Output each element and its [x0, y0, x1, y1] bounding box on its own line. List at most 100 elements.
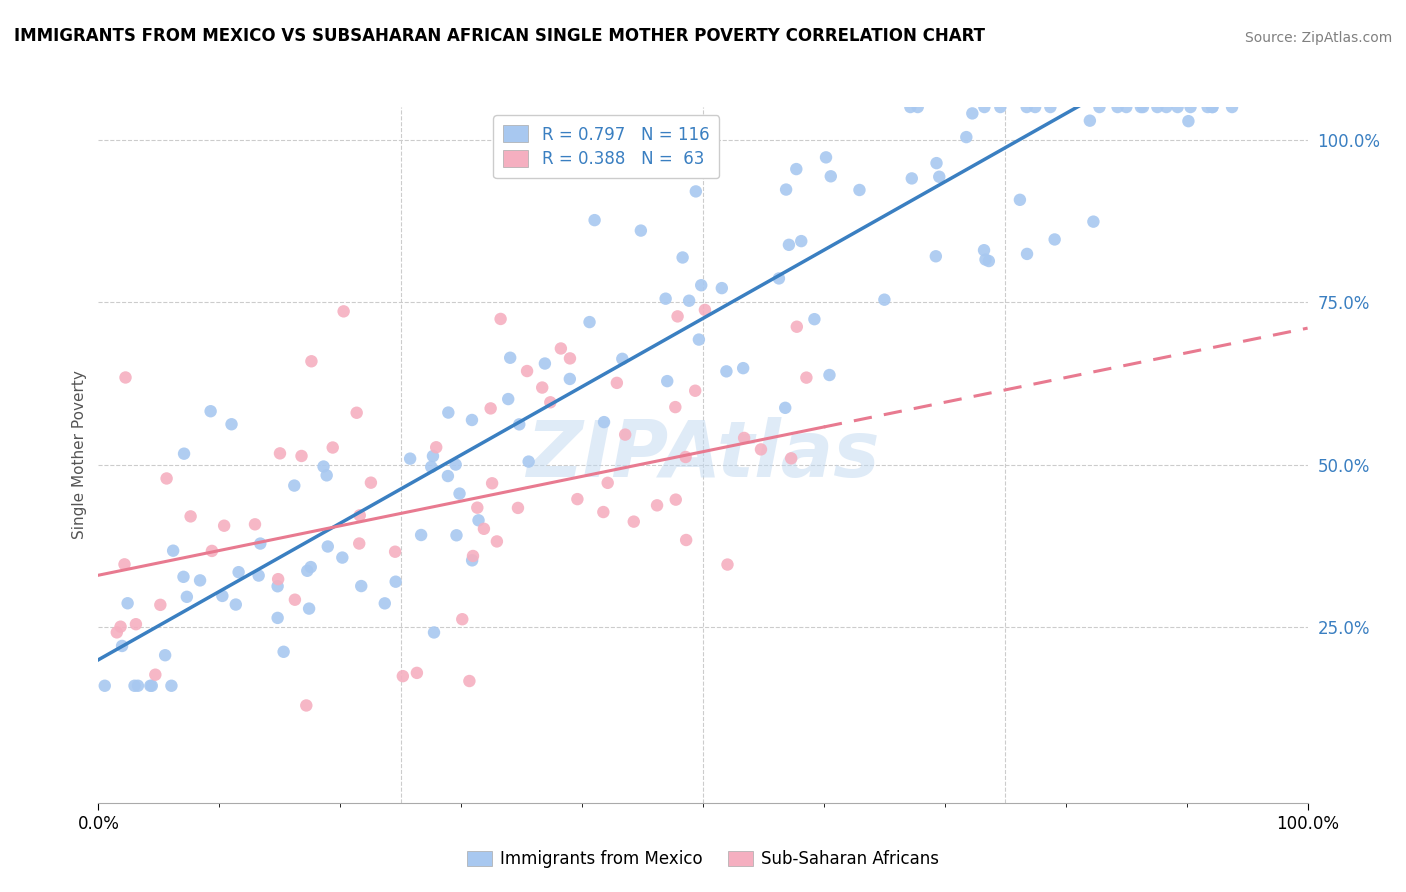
Point: [384, 545, 406, 559]
Point: [1043, 232, 1066, 246]
Point: [446, 528, 468, 542]
Point: [508, 417, 530, 432]
Point: [127, 679, 149, 693]
Point: [1015, 247, 1038, 261]
Point: [796, 370, 818, 384]
Point: [162, 543, 184, 558]
Point: [672, 251, 695, 265]
Point: [139, 679, 162, 693]
Point: [928, 169, 950, 184]
Point: [481, 476, 503, 491]
Point: [578, 315, 600, 329]
Point: [485, 534, 508, 549]
Point: [785, 162, 807, 177]
Point: [406, 665, 429, 680]
Point: [517, 454, 540, 468]
Point: [623, 515, 645, 529]
Point: [290, 449, 312, 463]
Point: [775, 183, 797, 197]
Point: [461, 549, 484, 563]
Point: [266, 611, 288, 625]
Point: [399, 451, 422, 466]
Point: [330, 550, 353, 565]
Point: [423, 625, 446, 640]
Point: [1146, 100, 1168, 114]
Point: [1220, 100, 1243, 114]
Point: [1078, 113, 1101, 128]
Point: [693, 302, 716, 317]
Point: [360, 475, 382, 490]
Point: [614, 427, 637, 442]
Point: [125, 617, 148, 632]
Point: [900, 171, 922, 186]
Point: [786, 319, 808, 334]
Point: [1201, 100, 1223, 114]
Point: [110, 620, 132, 634]
Point: [973, 244, 995, 258]
Point: [295, 698, 318, 713]
Point: [221, 417, 243, 432]
Point: [593, 415, 616, 429]
Point: [425, 440, 447, 454]
Point: [444, 458, 467, 472]
Point: [773, 401, 796, 415]
Point: [479, 401, 502, 416]
Point: [273, 645, 295, 659]
Point: [606, 376, 628, 390]
Point: [550, 342, 572, 356]
Point: [716, 364, 738, 378]
Point: [675, 533, 697, 547]
Point: [925, 249, 948, 263]
Point: [820, 169, 842, 184]
Point: [284, 592, 307, 607]
Point: [710, 281, 733, 295]
Point: [1039, 100, 1062, 114]
Point: [153, 648, 176, 663]
Point: [211, 589, 233, 603]
Point: [347, 536, 370, 550]
Point: [538, 395, 561, 409]
Point: [283, 478, 305, 492]
Point: [94, 679, 117, 693]
Point: [688, 333, 710, 347]
Point: [814, 150, 837, 164]
Point: [1167, 100, 1189, 114]
Point: [472, 522, 495, 536]
Legend: R = 0.797   N = 116, R = 0.388   N =  63: R = 0.797 N = 116, R = 0.388 N = 63: [494, 115, 720, 178]
Point: [531, 380, 554, 394]
Point: [873, 293, 896, 307]
Point: [818, 368, 841, 382]
Point: [596, 475, 619, 490]
Point: [225, 598, 247, 612]
Point: [143, 667, 166, 681]
Text: IMMIGRANTS FROM MEXICO VS SUBSAHARAN AFRICAN SINGLE MOTHER POVERTY CORRELATION C: IMMIGRANTS FROM MEXICO VS SUBSAHARAN AFR…: [14, 27, 986, 45]
Point: [534, 357, 557, 371]
Point: [437, 469, 460, 483]
Point: [465, 500, 488, 515]
Point: [411, 528, 433, 542]
Point: [117, 596, 139, 610]
Point: [803, 312, 825, 326]
Point: [567, 492, 589, 507]
Point: [200, 404, 222, 418]
Point: [780, 451, 803, 466]
Point: [768, 271, 790, 285]
Point: [243, 517, 266, 532]
Point: [141, 679, 163, 693]
Point: [592, 505, 614, 519]
Point: [1197, 100, 1219, 114]
Point: [683, 384, 706, 398]
Point: [172, 570, 194, 584]
Point: [322, 441, 344, 455]
Point: [420, 459, 443, 474]
Point: [149, 598, 172, 612]
Point: [458, 673, 481, 688]
Point: [1088, 100, 1111, 114]
Point: [974, 252, 997, 267]
Point: [630, 224, 652, 238]
Point: [988, 100, 1011, 114]
Point: [1115, 100, 1137, 114]
Point: [665, 492, 688, 507]
Point: [499, 351, 522, 365]
Point: [907, 100, 929, 114]
